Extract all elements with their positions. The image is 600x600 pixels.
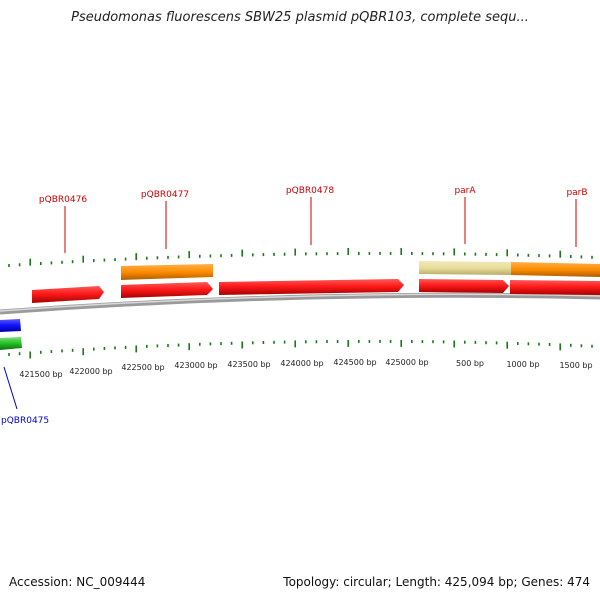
scale-label: 424000 bp	[280, 359, 323, 368]
scale-label: 1500 bp	[559, 361, 592, 370]
gene-feature[interactable]	[121, 282, 213, 298]
gene-feature[interactable]	[121, 264, 213, 280]
gene-label-pqbr0478[interactable]: pQBR0478	[286, 186, 334, 196]
scale-label: 422500 bp	[121, 363, 164, 372]
scale-label: 500 bp	[456, 359, 484, 368]
gene-feature[interactable]	[511, 262, 600, 277]
gene-feature[interactable]	[419, 261, 511, 275]
scale-label: 423500 bp	[227, 360, 270, 369]
gene-feature[interactable]	[0, 319, 21, 332]
scale-label: 424500 bp	[333, 358, 376, 367]
tick-row-top	[8, 248, 593, 267]
gene-label-pqbr0475[interactable]: pQBR0475	[1, 416, 49, 426]
scale-label: 425000 bp	[385, 358, 428, 367]
accession-text: Accession: NC_009444	[9, 575, 146, 589]
gene-feature[interactable]	[0, 337, 22, 350]
gene-feature[interactable]	[419, 279, 509, 293]
callout-line	[3, 366, 18, 410]
scale-label: 423000 bp	[174, 361, 217, 370]
tick-row-bottom	[8, 339, 593, 359]
gene-label-pqbr0476[interactable]: pQBR0476	[39, 195, 87, 205]
gene-feature[interactable]	[219, 279, 404, 295]
scale-label: 421500 bp	[19, 370, 62, 379]
topology-summary: Topology: circular; Length: 425,094 bp; …	[283, 575, 590, 589]
gene-label-parb[interactable]: parB	[566, 188, 587, 198]
backbone-outer	[0, 292, 600, 315]
scale-label: 1000 bp	[506, 360, 539, 369]
gene-feature[interactable]	[510, 280, 600, 295]
backbone-inner	[0, 293, 600, 312]
scale-label: 422000 bp	[69, 367, 112, 376]
gene-label-pqbr0477[interactable]: pQBR0477	[141, 190, 189, 200]
map-title: Pseudomonas fluorescens SBW25 plasmid pQ…	[71, 10, 529, 25]
gene-label-para[interactable]: parA	[454, 186, 476, 196]
gene-feature[interactable]	[32, 286, 104, 303]
